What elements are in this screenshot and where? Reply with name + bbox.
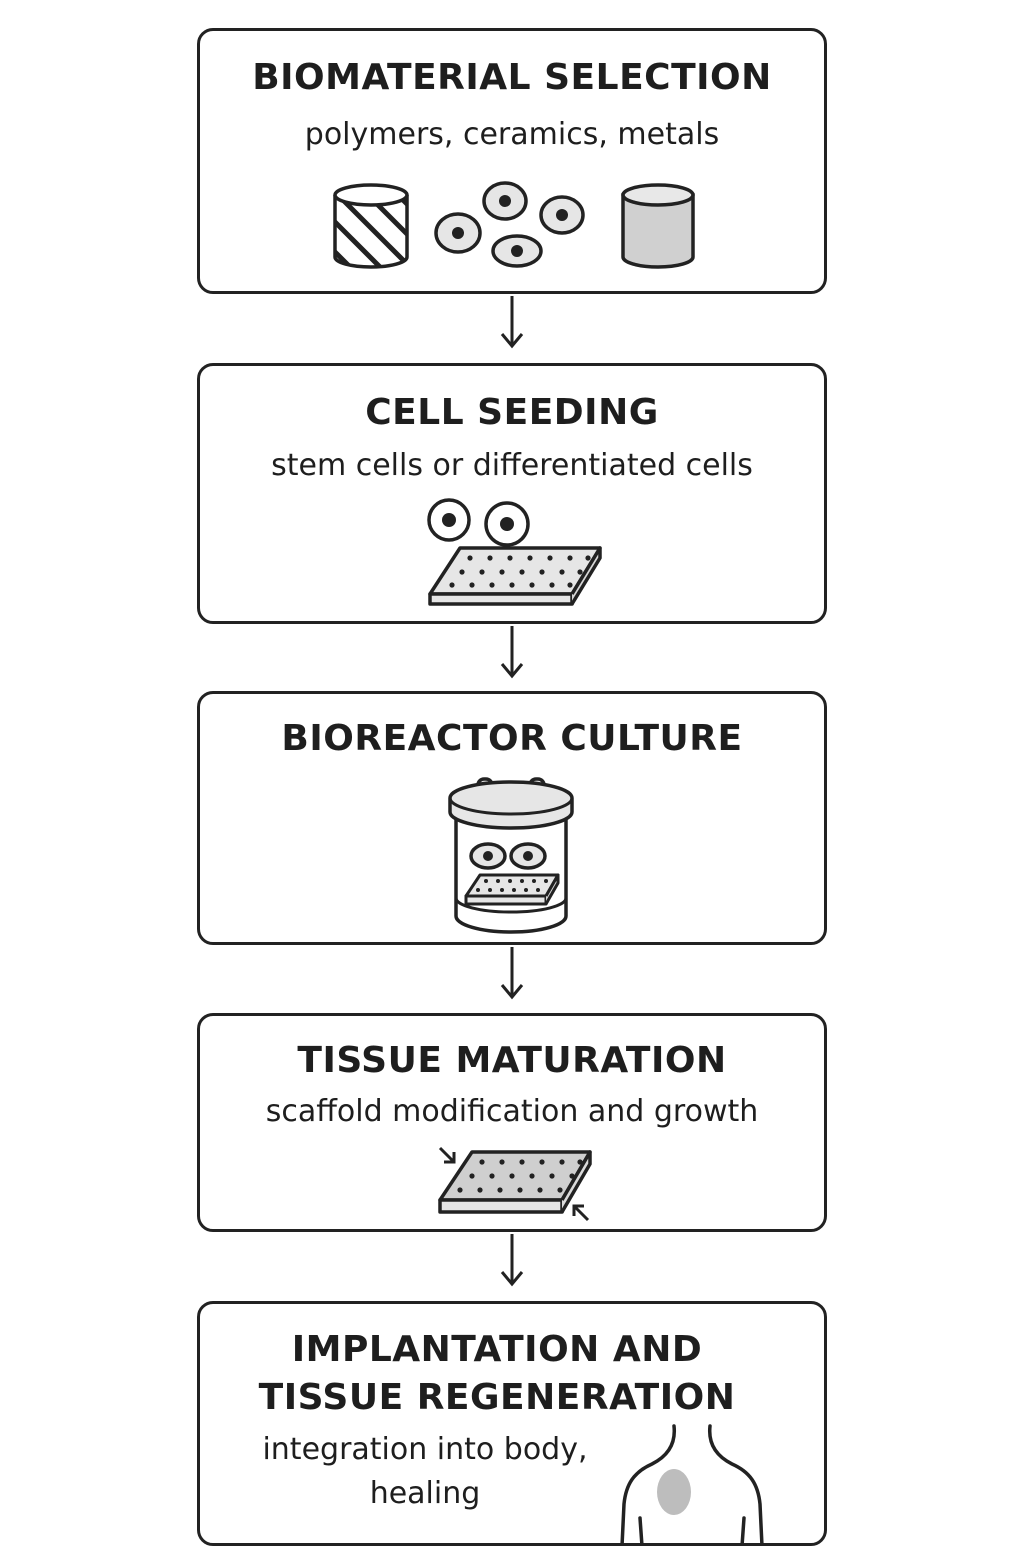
step-subtitle-line: healing bbox=[369, 1476, 481, 1511]
human-torso-implant-icon bbox=[620, 1424, 764, 1546]
step-cell-seeding: CELL SEEDING stem cells or differentiate… bbox=[197, 363, 827, 624]
compress-arrow-icon bbox=[438, 1146, 456, 1164]
step-subtitle-line: integration into body, bbox=[262, 1432, 588, 1467]
step-subtitle: polymers, ceramics, metals bbox=[304, 117, 720, 152]
step-subtitle: integration into body, healing bbox=[220, 1428, 630, 1516]
cells-on-scaffold-icon bbox=[427, 498, 602, 606]
step-title: BIOREACTOR CULTURE bbox=[281, 718, 743, 759]
step-biomaterial-selection: BIOMATERIAL SELECTION polymers, ceramics… bbox=[197, 28, 827, 294]
step-title-line: TISSUE REGENERATION bbox=[258, 1377, 736, 1418]
step-title: CELL SEEDING bbox=[365, 392, 659, 433]
flow-arrow-down-icon bbox=[500, 626, 524, 679]
step-title-line: IMPLANTATION AND bbox=[291, 1329, 703, 1370]
flow-arrow-down-icon bbox=[500, 1234, 524, 1287]
compress-arrow-icon bbox=[572, 1204, 590, 1222]
step-title: IMPLANTATION AND TISSUE REGENERATION bbox=[200, 1326, 794, 1422]
step-subtitle: scaffold modification and growth bbox=[265, 1094, 759, 1129]
compressed-scaffold-icon bbox=[438, 1150, 592, 1214]
step-tissue-maturation: TISSUE MATURATION scaffold modification … bbox=[197, 1013, 827, 1232]
grey-cylinder-icon bbox=[621, 183, 695, 269]
step-subtitle: stem cells or differentiated cells bbox=[271, 448, 753, 483]
step-implantation-and-tissue-regeneration: IMPLANTATION AND TISSUE REGENERATION int… bbox=[197, 1301, 827, 1546]
step-title: TISSUE MATURATION bbox=[297, 1040, 727, 1081]
bioreactor-icon bbox=[448, 777, 574, 934]
flow-arrow-down-icon bbox=[500, 296, 524, 349]
flow-arrow-down-icon bbox=[500, 947, 524, 1000]
striped-cylinder-icon bbox=[333, 183, 409, 269]
step-title: BIOMATERIAL SELECTION bbox=[252, 57, 772, 98]
cells-cluster-icon bbox=[434, 181, 585, 268]
step-bioreactor-culture: BIOREACTOR CULTURE bbox=[197, 691, 827, 945]
